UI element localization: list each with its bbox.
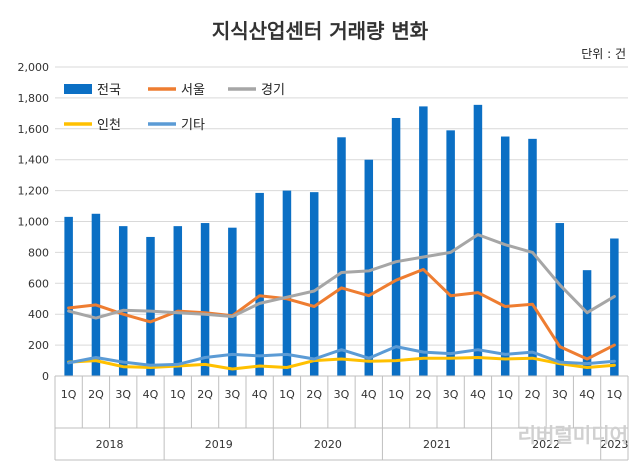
y-tick-label: 2,000 [18, 61, 50, 74]
line-series-경기 [67, 233, 616, 320]
bar [228, 227, 237, 376]
bar [419, 106, 428, 377]
legend-label: 전국 [97, 83, 121, 98]
y-tick-label: 400 [28, 308, 49, 321]
bar [64, 216, 73, 376]
x-tick-label: 2Q [306, 388, 322, 401]
bar [91, 213, 101, 376]
x-tick-label: 2Q [88, 388, 104, 401]
y-tick-label: 1,000 [18, 216, 50, 229]
x-tick-label: 2Q [416, 388, 432, 401]
x-tick-label: 4Q [252, 388, 268, 401]
x-tick-label: 3Q [443, 388, 459, 401]
bar [364, 159, 374, 376]
year-label: 2021 [423, 438, 451, 451]
legend-label: 경기 [261, 83, 285, 98]
bar [582, 270, 592, 376]
chart-title: 지식산업센터 거래량 변화 [212, 19, 429, 43]
y-tick-label: 1,600 [18, 123, 50, 136]
x-axis: 1Q 2Q 3Q 4Q 1Q 2Q 3Q 4Q 1Q 2Q 3Q 4Q 1Q 2Q 3Q 4Q 1Q 2Q 3Q 4Q… [54, 375, 629, 461]
x-tick-label: 1Q [170, 388, 186, 401]
unit-label: 단위 : 건 [581, 47, 626, 61]
year-label: 2023 [600, 438, 628, 451]
y-tick-label: 0 [42, 370, 49, 383]
x-tick-label: 1Q [61, 388, 77, 401]
x-tick-label: 2Q [197, 388, 213, 401]
bar [118, 226, 128, 376]
year-label: 2018 [96, 438, 124, 451]
x-tick-label: 4Q [361, 388, 377, 401]
line-series-인천 [67, 356, 616, 371]
bar-series [64, 104, 619, 377]
bar [200, 223, 210, 376]
x-tick-label: 1Q [607, 388, 623, 401]
bar [173, 226, 183, 376]
bar [555, 223, 565, 376]
bar [146, 236, 155, 376]
bar [500, 136, 510, 376]
y-tick-label: 1,200 [18, 185, 50, 198]
bar [610, 238, 619, 376]
y-tick-label: 600 [28, 277, 49, 290]
line-series-기타 [67, 345, 616, 367]
x-tick-label: 3Q [552, 388, 568, 401]
x-tick-label: 3Q [334, 388, 350, 401]
legend-label: 기타 [181, 118, 205, 133]
bar [255, 192, 264, 376]
legend-label: 서울 [181, 83, 205, 98]
bar [337, 137, 346, 376]
y-tick-label: 1,400 [18, 154, 50, 167]
line-series [67, 233, 616, 371]
line-series-서울 [67, 267, 616, 361]
x-tick-label: 4Q [143, 388, 159, 401]
bar [528, 138, 537, 376]
y-tick-label: 800 [28, 246, 49, 259]
year-label: 2019 [205, 438, 233, 451]
x-tick-label: 4Q [579, 388, 595, 401]
y-tick-label: 1,800 [18, 92, 50, 105]
y-tick-label: 200 [28, 339, 49, 352]
x-tick-label: 2Q [525, 388, 541, 401]
x-tick-label: 4Q [470, 388, 486, 401]
x-tick-label: 1Q [388, 388, 404, 401]
bar [473, 104, 483, 376]
x-tick-label: 1Q [279, 388, 295, 401]
y-axis: 0 200 400 600 800 1,000 1,200 1,400 1,600 1,800 2,… [18, 61, 50, 383]
bar [391, 117, 401, 377]
x-tick-label: 3Q [225, 388, 241, 401]
watermark: 리버럴미디어 [518, 423, 628, 447]
year-label: 2020 [314, 438, 342, 451]
x-tick-label: 3Q [115, 388, 131, 401]
bar [309, 192, 319, 376]
bar [282, 190, 292, 376]
legend-label: 인천 [97, 118, 121, 133]
year-label: 2022 [532, 438, 560, 451]
legend-swatch [64, 84, 92, 94]
x-tick-label: 1Q [497, 388, 513, 401]
